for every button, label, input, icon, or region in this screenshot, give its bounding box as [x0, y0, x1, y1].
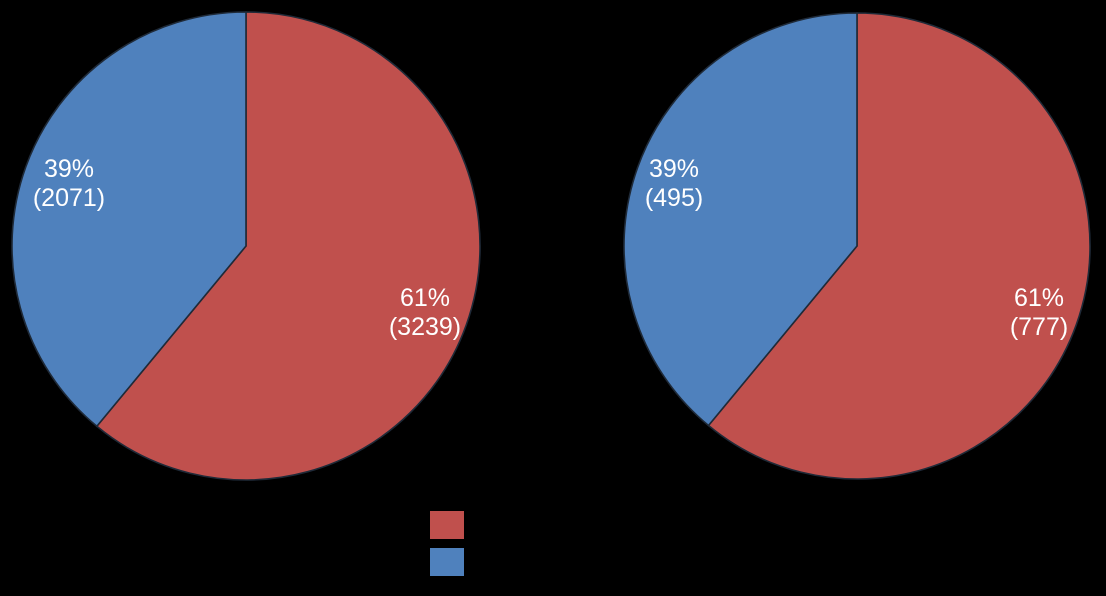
left-pie-slice-label-red: 61% (3239): [365, 284, 485, 342]
left-pie-slice-label-blue: 39% (2071): [9, 155, 129, 213]
pie-slices-group: [11, 11, 1091, 481]
slice-percent-value: 61%: [1013, 284, 1065, 312]
legend-item-series-2[interactable]: [430, 548, 474, 576]
right-pie-slice-label-red: 61% (777): [979, 284, 1099, 342]
left-pie-slice-series_2[interactable]: [11, 11, 247, 428]
legend-swatch-red: [430, 511, 464, 539]
slice-count-value: (777): [1009, 313, 1069, 341]
right-pie-slice-series_2[interactable]: [623, 12, 858, 427]
slice-percent-value: 61%: [399, 284, 451, 312]
slice-percent-value: 39%: [648, 155, 700, 183]
slice-count-value: (3239): [388, 313, 462, 341]
left-pie-slice-series_1[interactable]: [95, 11, 481, 481]
right-pie-slice-series_1[interactable]: [707, 12, 1091, 480]
chart-legend: [430, 511, 474, 585]
slice-count-value: (495): [644, 184, 704, 212]
legend-item-series-1[interactable]: [430, 511, 474, 539]
slice-percent-value: 39%: [43, 155, 95, 183]
slice-count-value: (2071): [32, 184, 106, 212]
legend-swatch-blue: [430, 548, 464, 576]
right-pie-slice-label-blue: 39% (495): [614, 155, 734, 213]
